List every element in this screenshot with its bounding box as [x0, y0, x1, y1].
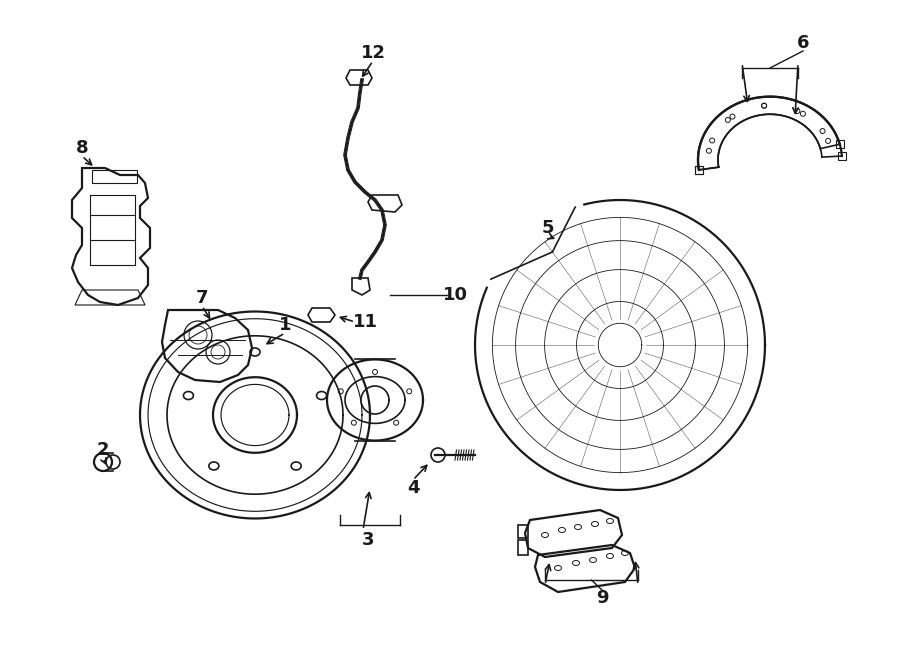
Bar [518, 525, 528, 538]
Text: 4: 4 [407, 479, 419, 497]
Text: 7: 7 [196, 289, 208, 307]
Bar [838, 152, 846, 160]
Bar [836, 140, 843, 148]
Bar [518, 540, 528, 555]
Text: 1: 1 [279, 316, 292, 334]
Bar [695, 166, 703, 174]
Text: 9: 9 [596, 589, 608, 607]
Text: 6: 6 [796, 34, 809, 52]
Text: 3: 3 [362, 531, 374, 549]
Text: 12: 12 [361, 44, 385, 62]
Text: 5: 5 [542, 219, 554, 237]
Bar [695, 166, 703, 174]
Bar [92, 170, 137, 183]
Text: 8: 8 [76, 139, 88, 157]
Text: 2: 2 [97, 441, 109, 459]
Text: 11: 11 [353, 313, 377, 331]
Text: 10: 10 [443, 286, 467, 304]
